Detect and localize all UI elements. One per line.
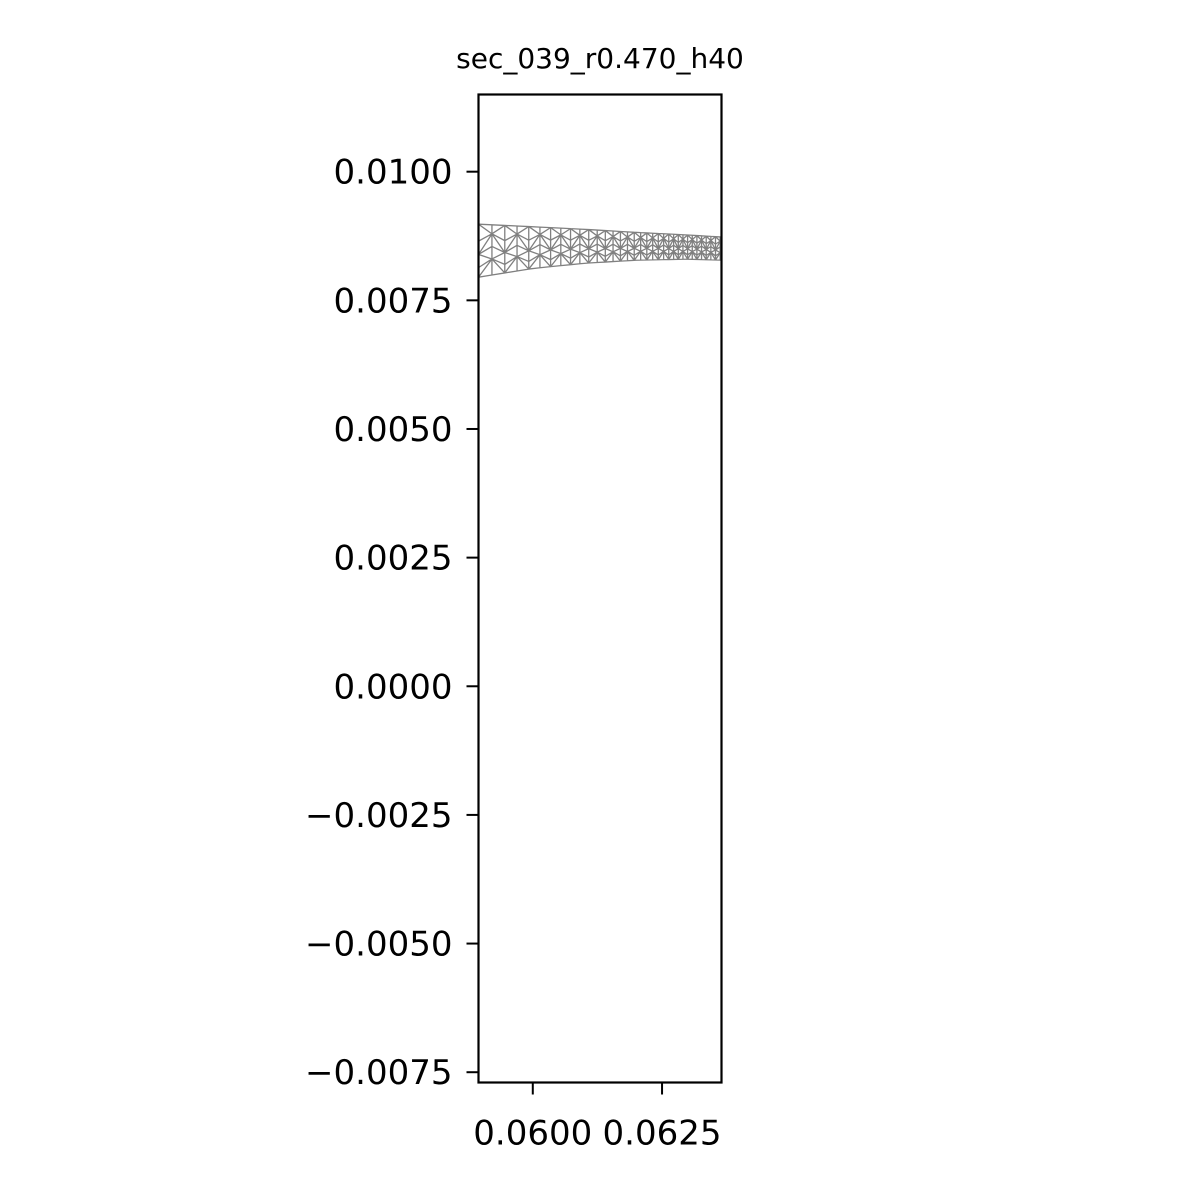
y-tick-label: 0.0000 xyxy=(334,667,453,707)
x-tick-label: 0.0625 xyxy=(603,1114,722,1154)
y-tick-label: −0.0075 xyxy=(305,1053,452,1093)
chart-title: sec_039_r0.470_h40 xyxy=(456,42,744,75)
y-tick-label: −0.0025 xyxy=(305,796,452,836)
y-tick-label: 0.0050 xyxy=(334,410,453,450)
y-tick-label: 0.0075 xyxy=(334,281,453,321)
y-axis: 0.0100 0.0075 0.0050 0.0025 0.0000 −0.0025 −0.… xyxy=(305,153,479,1093)
mesh-layer xyxy=(478,223,722,278)
x-tick-label: 0.0600 xyxy=(473,1114,592,1154)
mesh-triangles xyxy=(478,223,722,278)
y-tick-label: 0.0025 xyxy=(334,539,453,579)
x-axis: 0.0600 0.0625 xyxy=(473,1082,722,1154)
plot-area-frame xyxy=(477,93,723,1084)
y-tick-label: 0.0100 xyxy=(334,153,453,193)
y-tick-label: −0.0050 xyxy=(305,925,452,965)
